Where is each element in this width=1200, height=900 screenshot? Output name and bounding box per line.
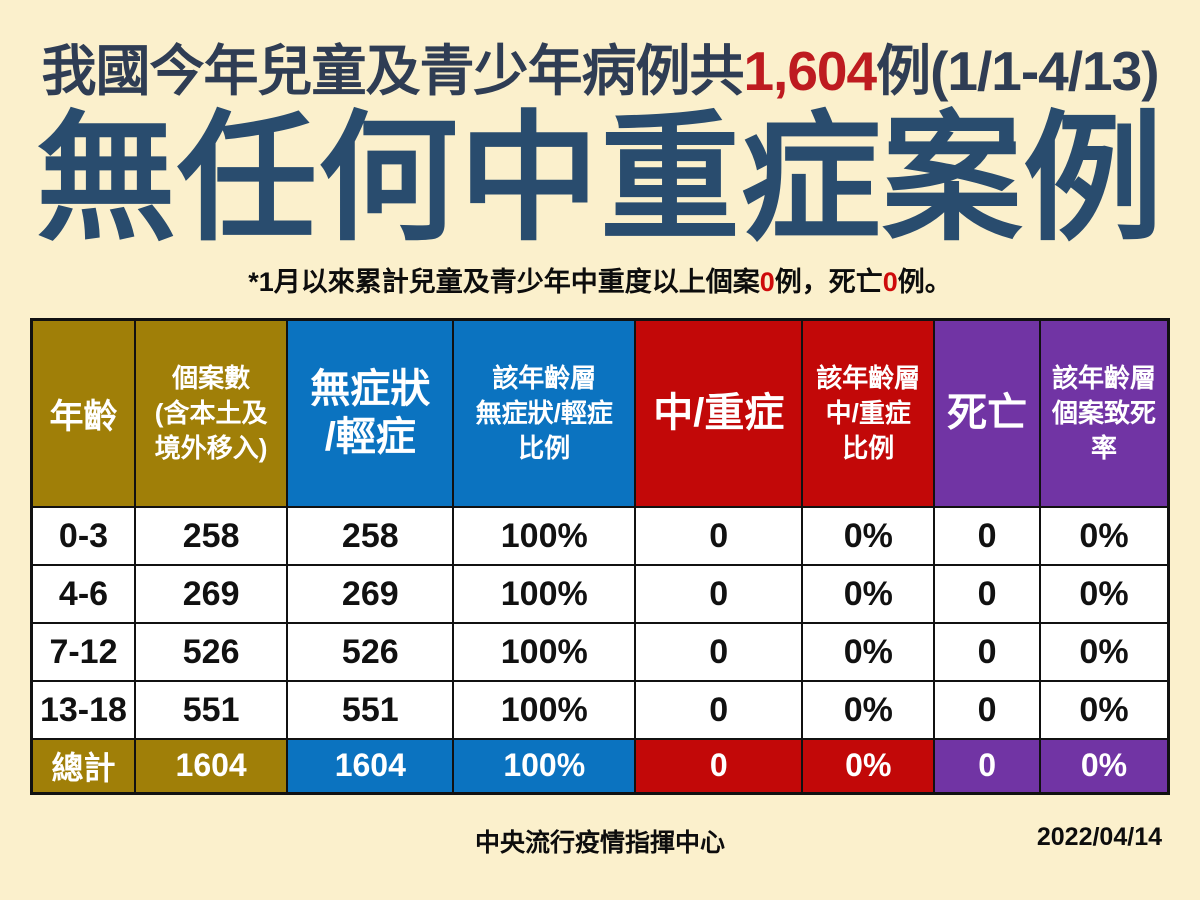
total-mild-pct: 100%: [452, 738, 637, 795]
case-statistics-table: 年齡 個案數 (含本土及 境外移入) 無症狀 /輕症 該年齡層 無症狀/輕症 比…: [30, 317, 1170, 795]
col-header-mild: 無症狀 /輕症: [286, 318, 455, 509]
cell-cfr: 0%: [1038, 564, 1170, 625]
cell-cfr: 0%: [1038, 506, 1170, 567]
subtitle-note: *1月以來累計兒童及青少年中重度以上個案0例，死亡0例。: [0, 260, 1200, 299]
table-row-total: 總計 1604 1604 100% 0 0% 0 0%: [30, 738, 1170, 795]
table-row-age-13-18: 13-18 551 551 100% 0 0% 0 0%: [30, 680, 1170, 741]
cell-mild: 526: [286, 622, 455, 683]
cell-mild-pct: 100%: [452, 506, 637, 567]
cell-mild-pct: 100%: [452, 622, 637, 683]
cell-severe: 0: [634, 680, 804, 741]
total-cfr: 0%: [1038, 738, 1170, 795]
cell-severe: 0: [634, 564, 804, 625]
cell-severe-pct: 0%: [801, 564, 936, 625]
subtitle-text-2: 例，死亡: [774, 266, 883, 297]
page-title: 我國今年兒童及青少年病例共1,604例(1/1-4/13): [0, 0, 1200, 106]
table-header-row: 年齡 個案數 (含本土及 境外移入) 無症狀 /輕症 該年齡層 無症狀/輕症 比…: [30, 318, 1170, 509]
cell-cfr: 0%: [1038, 680, 1170, 741]
col-header-mild-ratio: 該年齡層 無症狀/輕症 比例: [452, 318, 637, 509]
cell-severe-pct: 0%: [801, 506, 936, 567]
table-row-age-4-6: 4-6 269 269 100% 0 0% 0 0%: [30, 564, 1170, 625]
cell-mild: 258: [286, 506, 455, 567]
cell-severe-pct: 0%: [801, 680, 936, 741]
subtitle-zero-1: 0: [759, 266, 775, 297]
footer: 中央流行疫情指揮中心 2022/04/14: [0, 823, 1200, 859]
cell-severe-pct: 0%: [801, 622, 936, 683]
footer-organization: 中央流行疫情指揮中心: [474, 828, 725, 857]
total-death: 0: [933, 738, 1041, 795]
cell-death: 0: [933, 622, 1041, 683]
cell-mild: 269: [286, 564, 455, 625]
cell-cfr: 0%: [1038, 622, 1170, 683]
table-row-age-0-3: 0-3 258 258 100% 0 0% 0 0%: [30, 506, 1170, 567]
cell-cases: 551: [133, 680, 289, 741]
cell-age: 4-6: [30, 564, 136, 625]
cell-severe: 0: [634, 622, 804, 683]
cell-age: 0-3: [30, 506, 136, 567]
cell-death: 0: [933, 564, 1041, 625]
cell-cases: 269: [133, 564, 289, 625]
col-header-case-count: 個案數 (含本土及 境外移入): [133, 318, 289, 509]
total-label: 總計: [30, 738, 136, 795]
footer-date: 2022/04/14: [1036, 822, 1162, 851]
title-prefix: 我國今年兒童及青少年病例共: [41, 40, 744, 102]
subtitle-text-3: 例。: [897, 266, 952, 297]
cell-cases: 526: [133, 622, 289, 683]
col-header-fatality-rate: 該年齡層 個案致死 率: [1038, 318, 1170, 509]
cell-age: 7-12: [30, 622, 136, 683]
cell-mild-pct: 100%: [452, 680, 637, 741]
cell-death: 0: [933, 506, 1041, 567]
cell-mild-pct: 100%: [452, 564, 637, 625]
total-severe-pct: 0%: [801, 738, 936, 795]
col-header-severe-ratio: 該年齡層 中/重症 比例: [801, 318, 936, 509]
col-header-severe: 中/重症: [634, 318, 804, 509]
subtitle-zero-2: 0: [882, 266, 898, 297]
title-suffix: 例(1/1-4/13): [876, 40, 1159, 102]
cell-age: 13-18: [30, 680, 136, 741]
total-severe: 0: [634, 738, 804, 795]
title-case-count: 1,604: [743, 40, 877, 102]
col-header-death: 死亡: [933, 318, 1041, 509]
cell-death: 0: [933, 680, 1041, 741]
headline-no-severe-cases: 無任何中重症案例: [35, 100, 1164, 257]
subtitle-text-1: *1月以來累計兒童及青少年中重度以上個案: [248, 266, 760, 297]
total-mild: 1604: [286, 738, 455, 795]
cell-cases: 258: [133, 506, 289, 567]
cell-severe: 0: [634, 506, 804, 567]
total-cases: 1604: [133, 738, 289, 795]
col-header-age: 年齡: [30, 318, 136, 509]
cell-mild: 551: [286, 680, 455, 741]
table-row-age-7-12: 7-12 526 526 100% 0 0% 0 0%: [30, 622, 1170, 683]
